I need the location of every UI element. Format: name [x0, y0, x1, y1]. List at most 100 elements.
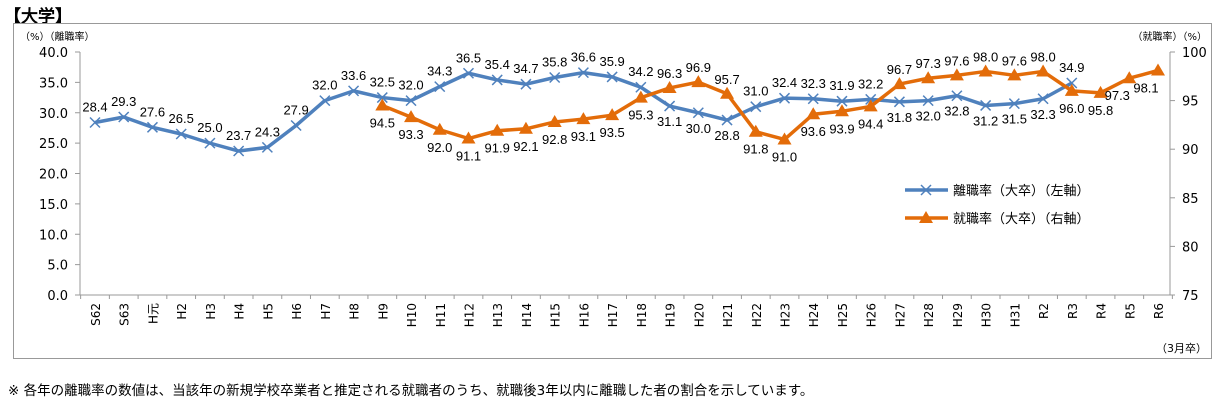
data-point	[319, 95, 331, 107]
data-point	[432, 122, 447, 135]
data-point	[233, 145, 245, 157]
x-unit-label: （3月卒）	[1156, 341, 1207, 355]
data-point	[404, 110, 419, 123]
data-point	[1093, 85, 1108, 98]
data-label: 28.4	[82, 99, 107, 114]
data-label: 35.8	[542, 55, 567, 70]
data-point	[806, 107, 821, 120]
x-tick-label: H元	[146, 303, 160, 324]
data-label: 31.0	[743, 84, 768, 99]
data-label: 32.3	[801, 76, 826, 91]
data-label: 28.8	[714, 128, 739, 143]
x-tick-label: H29	[951, 303, 965, 327]
data-label: 32.0	[398, 78, 423, 93]
x-tick-label: H24	[807, 303, 821, 327]
x-tick-label: S63	[118, 303, 132, 326]
data-point	[1064, 83, 1079, 96]
data-point	[175, 128, 187, 140]
data-point	[836, 95, 848, 107]
right-tick-label: 95	[1182, 95, 1199, 110]
data-point	[778, 92, 791, 104]
left-tick-label: 25.0	[39, 137, 68, 152]
x-tick-label: H9	[376, 303, 390, 320]
data-label: 35.9	[599, 54, 624, 69]
x-tick-label: H17	[606, 303, 620, 327]
data-point	[691, 75, 706, 88]
data-point	[1008, 98, 1020, 110]
data-point	[951, 90, 963, 102]
x-tick-label: H23	[779, 303, 793, 327]
data-point	[863, 99, 878, 112]
data-label: 95.7	[714, 72, 739, 87]
data-point	[549, 71, 561, 84]
data-label: 34.2	[628, 64, 653, 79]
left-tick-label: 15.0	[39, 198, 68, 213]
x-tick-label: H28	[922, 303, 936, 327]
x-tick-label: H8	[348, 303, 362, 320]
data-label: 32.0	[312, 78, 337, 93]
left-axis-label: （%）（離職率）	[20, 30, 95, 43]
data-point	[520, 78, 532, 90]
data-point	[576, 112, 591, 125]
data-point	[664, 100, 676, 112]
data-label: 96.9	[686, 60, 711, 75]
data-point	[633, 90, 648, 103]
data-label: 93.9	[829, 121, 854, 136]
x-tick-label: S62	[89, 303, 103, 326]
right-tick-label: 75	[1182, 289, 1199, 304]
x-tick-label: H27	[893, 303, 907, 327]
data-label: 93.5	[599, 125, 624, 140]
left-tick-label: 20.0	[39, 168, 68, 183]
data-label: 26.5	[169, 111, 194, 126]
data-label: 96.7	[887, 62, 912, 77]
data-point	[605, 108, 620, 121]
data-point	[635, 81, 647, 93]
data-point	[921, 71, 936, 84]
left-tick-label: 35.0	[39, 76, 68, 91]
data-label: 94.4	[858, 116, 883, 131]
data-point	[290, 119, 302, 132]
data-label: 31.9	[829, 78, 854, 93]
right-tick-label: 90	[1182, 143, 1199, 158]
data-label: 31.5	[1002, 112, 1027, 127]
data-label: 31.1	[657, 114, 682, 129]
data-label: 97.3	[1105, 88, 1130, 103]
x-tick-label: H26	[865, 303, 879, 327]
x-tick-label: H4	[233, 303, 247, 320]
data-label: 23.7	[226, 128, 251, 143]
data-point	[577, 67, 589, 79]
footnote: ※ 各年の離職率の数値は、当該年の新規学校卒業者と推定される就職者のうち、就職後…	[8, 383, 814, 399]
x-tick-label: H7	[319, 303, 333, 320]
data-label: 91.9	[485, 141, 510, 156]
data-label: 34.7	[513, 61, 538, 76]
x-tick-label: H2	[175, 303, 189, 320]
data-point	[434, 81, 446, 93]
data-point	[834, 104, 849, 117]
data-point	[892, 77, 907, 90]
data-label: 91.1	[456, 149, 481, 164]
data-label: 95.8	[1088, 103, 1113, 118]
data-point	[980, 99, 992, 111]
data-label: 29.3	[111, 94, 136, 109]
x-tick-label: H22	[750, 303, 764, 327]
x-tick-label: H21	[721, 303, 735, 327]
data-point	[748, 124, 763, 137]
data-label: 93.1	[571, 129, 596, 144]
data-point	[1037, 93, 1049, 105]
data-label: 32.8	[944, 104, 969, 119]
chart-frame	[13, 23, 1212, 359]
data-label: 32.0	[916, 109, 941, 124]
data-label: 36.5	[456, 50, 481, 65]
data-point	[375, 98, 390, 111]
x-tick-label: R3	[1066, 303, 1080, 319]
page-title: 【大学】	[4, 7, 72, 27]
data-point	[204, 137, 216, 149]
x-tick-label: H13	[491, 303, 505, 327]
left-tick-label: 0.0	[47, 289, 68, 304]
data-label: 30.0	[686, 121, 711, 136]
x-tick-label: H31	[1008, 303, 1022, 327]
data-label: 34.9	[1059, 60, 1084, 75]
data-label: 31.8	[887, 110, 912, 125]
right-tick-label: 100	[1182, 46, 1207, 61]
data-point	[720, 86, 735, 99]
